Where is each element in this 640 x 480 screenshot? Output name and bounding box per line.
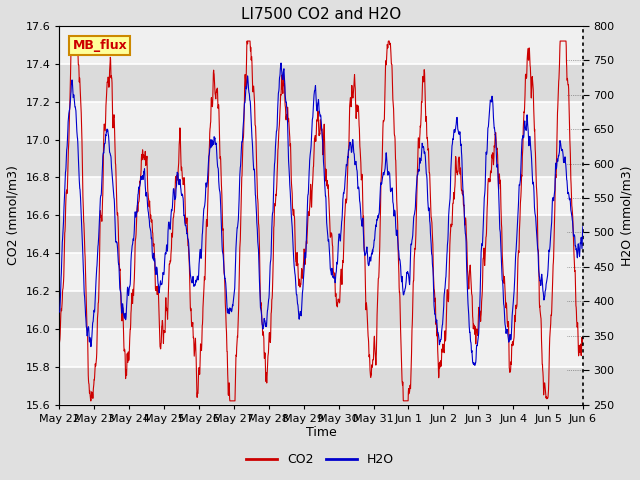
Y-axis label: CO2 (mmol/m3): CO2 (mmol/m3)	[7, 165, 20, 265]
Bar	[60, 367, 583, 405]
X-axis label: Time: Time	[306, 426, 337, 440]
Bar	[60, 291, 583, 329]
Bar	[60, 64, 583, 102]
Text: MB_flux: MB_flux	[72, 39, 127, 52]
Bar	[60, 140, 583, 178]
Legend: CO2, H2O: CO2, H2O	[241, 448, 399, 471]
Title: LI7500 CO2 and H2O: LI7500 CO2 and H2O	[241, 7, 401, 22]
Y-axis label: H2O (mmol/m3): H2O (mmol/m3)	[620, 165, 633, 265]
Bar	[60, 215, 583, 253]
